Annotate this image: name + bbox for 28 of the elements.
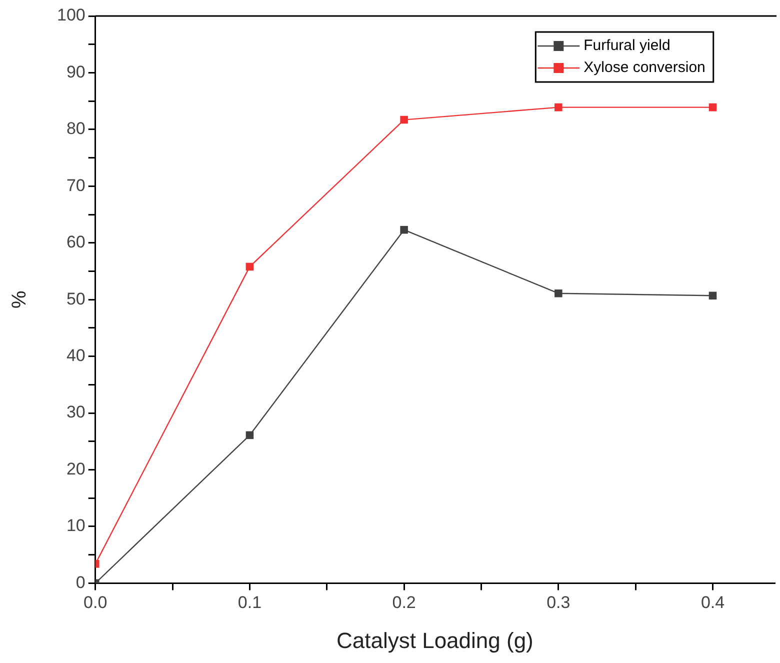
- x-axis-title: Catalyst Loading (g): [336, 628, 534, 653]
- legend-label: Xylose conversion: [584, 59, 706, 76]
- y-tick-label: 20: [66, 459, 86, 478]
- x-tick-label: 0.2: [392, 593, 416, 612]
- y-tick-label: 50: [66, 289, 86, 308]
- point: [554, 103, 562, 112]
- x-tick-label: 0.4: [700, 593, 725, 612]
- y-tick-label: 80: [66, 119, 86, 138]
- point: [246, 431, 254, 440]
- legend-label: Furfural yield: [584, 37, 670, 54]
- x-tick-label: 0.0: [84, 593, 108, 612]
- point: [400, 226, 408, 234]
- point: [708, 103, 717, 112]
- y-tick-label: 10: [66, 516, 86, 536]
- point: [554, 289, 562, 298]
- y-tick-label: 30: [66, 402, 86, 422]
- point: [246, 262, 254, 271]
- y-axis-title: %: [8, 290, 31, 308]
- y-tick-label: 0: [76, 572, 86, 592]
- point: [708, 292, 717, 300]
- y-tick-label: 90: [66, 62, 86, 82]
- x-tick-label: 0.3: [546, 593, 570, 612]
- y-tick-label: 100: [56, 6, 86, 25]
- y-tick-label: 70: [66, 176, 86, 195]
- x-tick-label: 0.1: [238, 593, 262, 612]
- point: [400, 116, 408, 124]
- y-tick-label: 60: [66, 232, 86, 252]
- y-tick-label: 40: [66, 346, 86, 366]
